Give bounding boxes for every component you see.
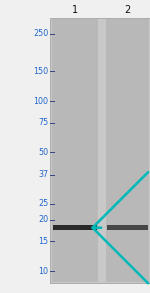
Text: 150: 150 [33,67,48,76]
Text: 75: 75 [38,118,48,127]
Text: 20: 20 [38,215,48,224]
Bar [106,19,149,282]
Text: 1: 1 [72,5,78,15]
Text: 250: 250 [33,29,48,38]
Text: 2: 2 [124,5,131,15]
Bar [53,225,97,230]
Text: 100: 100 [33,97,48,106]
Text: 50: 50 [38,148,48,157]
Bar [52,19,98,282]
Text: 25: 25 [38,199,48,208]
Text: 15: 15 [38,237,48,246]
Bar [50,18,150,283]
Text: 10: 10 [39,267,48,275]
Text: 37: 37 [38,170,48,179]
Bar [107,225,148,230]
